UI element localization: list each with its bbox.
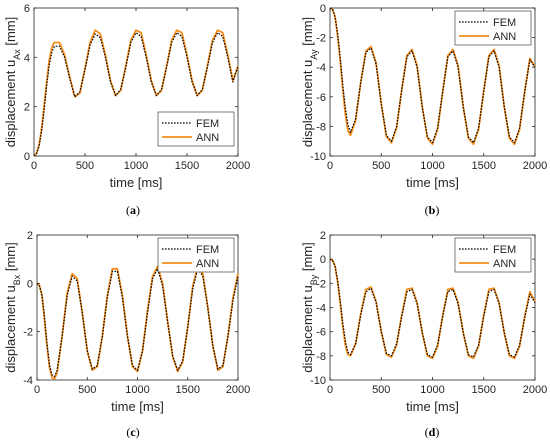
series-line-fem xyxy=(329,258,536,358)
x-axis-label: time [ms] xyxy=(406,399,459,414)
y-tick-label: -8 xyxy=(316,121,326,133)
legend-box xyxy=(157,111,235,147)
legend-label-ann: ANN xyxy=(196,258,219,270)
x-tick-label: 1500 xyxy=(175,160,199,172)
y-tick-label: -2 xyxy=(316,278,326,290)
x-tick-label: 2000 xyxy=(523,384,547,396)
chart-panel-b: 0 500 1000 1500 2000 -10 -8 -6 -4 -2 0 time [ms] dis… xyxy=(300,3,547,217)
legend: FEM ANN xyxy=(454,237,532,273)
y-axis-label: displacement uBx [mm] xyxy=(3,242,22,372)
legend: FEM ANN xyxy=(157,111,235,147)
x-tick-label: 1500 xyxy=(472,384,496,396)
x-tick-label: 1000 xyxy=(124,160,148,172)
x-tick-label: 2000 xyxy=(226,384,250,396)
y-tick-label: 0 xyxy=(320,254,326,266)
series-line-fem xyxy=(329,7,536,144)
legend-box xyxy=(454,237,532,273)
y-tick-label: -10 xyxy=(310,375,326,387)
legend: FEM ANN xyxy=(454,10,532,46)
y-tick-label: -4 xyxy=(316,303,326,315)
y-tick-label: -6 xyxy=(316,327,326,339)
y-tick-label: -8 xyxy=(316,351,326,363)
chart-panel-a: 0 500 1000 1500 2000 0 2 4 6 time [ms] displacemen… xyxy=(3,3,250,217)
y-tick-label: 6 xyxy=(24,3,30,15)
x-tick-label: 1000 xyxy=(125,384,149,396)
x-tick-label: 1500 xyxy=(176,384,200,396)
panel-caption: (c) xyxy=(126,425,139,439)
y-tick-label: 0 xyxy=(320,3,326,15)
panel-caption: (a) xyxy=(126,203,140,217)
x-tick-label: 500 xyxy=(372,160,390,172)
x-tick-label: 0 xyxy=(31,160,37,172)
legend: FEM ANN xyxy=(157,237,235,273)
legend-label-fem: FEM xyxy=(196,244,219,256)
legend-label-fem: FEM xyxy=(493,244,516,256)
legend-label-ann: ANN xyxy=(493,31,516,43)
legend-label-ann: ANN xyxy=(196,132,219,144)
y-tick-label: -2 xyxy=(316,33,326,45)
x-tick-label: 0 xyxy=(327,160,333,172)
legend-label-fem: FEM xyxy=(493,17,516,29)
x-axis-label: time [ms] xyxy=(406,175,459,190)
legend-box xyxy=(454,10,532,46)
y-tick-label: 2 xyxy=(24,102,30,114)
y-axis-label: displacement uBy [mm] xyxy=(300,242,319,372)
y-tick-label: -4 xyxy=(316,62,326,74)
y-tick-label: 2 xyxy=(27,230,33,242)
x-tick-label: 0 xyxy=(327,384,333,396)
chart-panel-d: 0 500 1000 1500 2000 -10 -8 -6 -4 -2 0 2 time [ms] di… xyxy=(300,230,547,439)
y-tick-label: -4 xyxy=(23,375,33,387)
legend-box xyxy=(157,237,235,273)
y-axis-label: displacement uAx [mm] xyxy=(3,17,22,147)
x-tick-label: 1000 xyxy=(420,384,444,396)
series-line-ann xyxy=(329,7,536,146)
x-axis-label: time [ms] xyxy=(111,399,164,414)
x-tick-label: 1000 xyxy=(420,160,444,172)
x-tick-label: 500 xyxy=(372,384,390,396)
series-line-fem xyxy=(36,268,239,377)
x-tick-label: 500 xyxy=(78,384,96,396)
x-axis-label: time [ms] xyxy=(110,175,163,190)
panel-caption: (b) xyxy=(425,203,440,217)
y-tick-label: -10 xyxy=(310,151,326,163)
x-tick-label: 2000 xyxy=(523,160,547,172)
x-tick-label: 2000 xyxy=(226,160,250,172)
x-tick-label: 0 xyxy=(34,384,40,396)
x-tick-label: 1500 xyxy=(472,160,496,172)
legend-label-ann: ANN xyxy=(493,258,516,270)
panel-caption: (d) xyxy=(425,425,440,439)
y-axis-label: displacement uAy [mm] xyxy=(300,17,319,147)
y-tick-label: -6 xyxy=(316,92,326,104)
legend-label-fem: FEM xyxy=(196,118,219,130)
x-tick-label: 500 xyxy=(76,160,94,172)
y-tick-label: 4 xyxy=(24,52,30,64)
series-line-fem xyxy=(33,32,239,157)
y-tick-label: 2 xyxy=(320,230,326,242)
y-tick-label: -2 xyxy=(23,327,33,339)
y-tick-label: 0 xyxy=(24,151,30,163)
chart-panel-c: 0 500 1000 1500 2000 -4 -2 0 2 time [ms] displacem… xyxy=(3,230,250,439)
y-tick-label: 0 xyxy=(27,278,33,290)
